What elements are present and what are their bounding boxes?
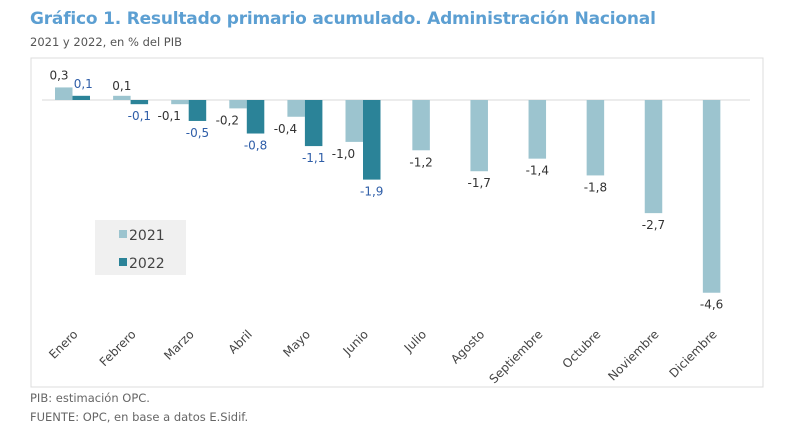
bar-2021-septiembre (528, 100, 547, 159)
legend-swatch-2021 (119, 230, 127, 238)
x-tick-label-octubre: Octubre (560, 327, 604, 371)
bar-2022-febrero (130, 100, 149, 105)
data-label-2021-febrero: 0,1 (112, 79, 131, 93)
data-label-2021-noviembre: -2,7 (642, 218, 665, 232)
chart-frame (30, 57, 764, 388)
x-tick-label-diciembre: Diciembre (667, 327, 720, 380)
bar-2022-enero (72, 95, 90, 100)
data-label-2022-marzo: -0,5 (186, 126, 209, 140)
data-label-2021-enero: 0,3 (49, 68, 68, 82)
legend-swatch-2022 (119, 258, 127, 266)
data-label-2021-julio: -1,2 (409, 155, 432, 169)
bar-2021-julio (412, 100, 430, 151)
bar-2021-agosto (470, 100, 488, 172)
data-label-2021-octubre: -1,8 (584, 180, 607, 194)
x-tick-label-septiembre: Septiembre (486, 327, 545, 386)
bar-2021-abril (229, 100, 247, 109)
bar-2022-junio (363, 100, 381, 180)
data-label-2022-junio: -1,9 (360, 185, 383, 199)
bar-2021-octubre (586, 100, 605, 176)
x-tick-label-abril: Abril (226, 327, 255, 356)
note-source: FUENTE: OPC, en base a datos E.Sidif. (30, 410, 249, 424)
data-label-2022-febrero: -0,1 (128, 109, 151, 123)
bar-2022-marzo (188, 100, 207, 121)
data-label-2021-abril: -0,2 (216, 113, 239, 127)
bar-2021-junio (345, 100, 363, 142)
bar-2022-mayo (304, 100, 323, 147)
data-label-2021-marzo: -0,1 (157, 109, 180, 123)
x-tick-label-enero: Enero (46, 327, 80, 361)
x-tick-label-mayo: Mayo (280, 327, 313, 360)
bar-2021-marzo (171, 100, 189, 105)
legend: 2021 2022 (95, 220, 186, 275)
bar-2021-noviembre (644, 100, 663, 214)
x-tick-label-marzo: Marzo (161, 327, 197, 363)
data-label-2021-junio: -1,0 (332, 147, 355, 161)
legend-background (95, 220, 186, 275)
note-pib: PIB: estimación OPC. (30, 391, 150, 405)
x-tick-label-febrero: Febrero (97, 327, 139, 369)
x-tick-label-noviembre: Noviembre (605, 327, 661, 383)
chart-subtitle: 2021 y 2022, en % del PIB (30, 35, 183, 49)
data-label-2021-mayo: -0,4 (274, 122, 297, 136)
x-tick-label-agosto: Agosto (448, 327, 487, 366)
bar-2021-febrero (113, 95, 131, 100)
x-tick-label-junio: Junio (340, 327, 371, 358)
data-label-2022-mayo: -1,1 (302, 151, 325, 165)
bar-2021-mayo (287, 100, 305, 117)
data-label-2022-abril: -0,8 (244, 139, 267, 153)
data-label-2021-agosto: -1,7 (467, 176, 490, 190)
chart-title: Gráfico 1. Resultado primario acumulado.… (30, 9, 656, 29)
x-tick-label-julio: Julio (401, 327, 429, 355)
data-label-2021-diciembre: -4,6 (700, 298, 723, 312)
legend-label-2021: 2021 (129, 228, 165, 244)
data-label-2022-enero: 0,1 (74, 77, 93, 91)
legend-label-2022: 2022 (129, 256, 165, 272)
data-label-2021-septiembre: -1,4 (526, 164, 549, 178)
bar-2021-enero (55, 87, 73, 100)
bar-2022-abril (246, 100, 265, 134)
bar-2021-diciembre (702, 100, 721, 293)
